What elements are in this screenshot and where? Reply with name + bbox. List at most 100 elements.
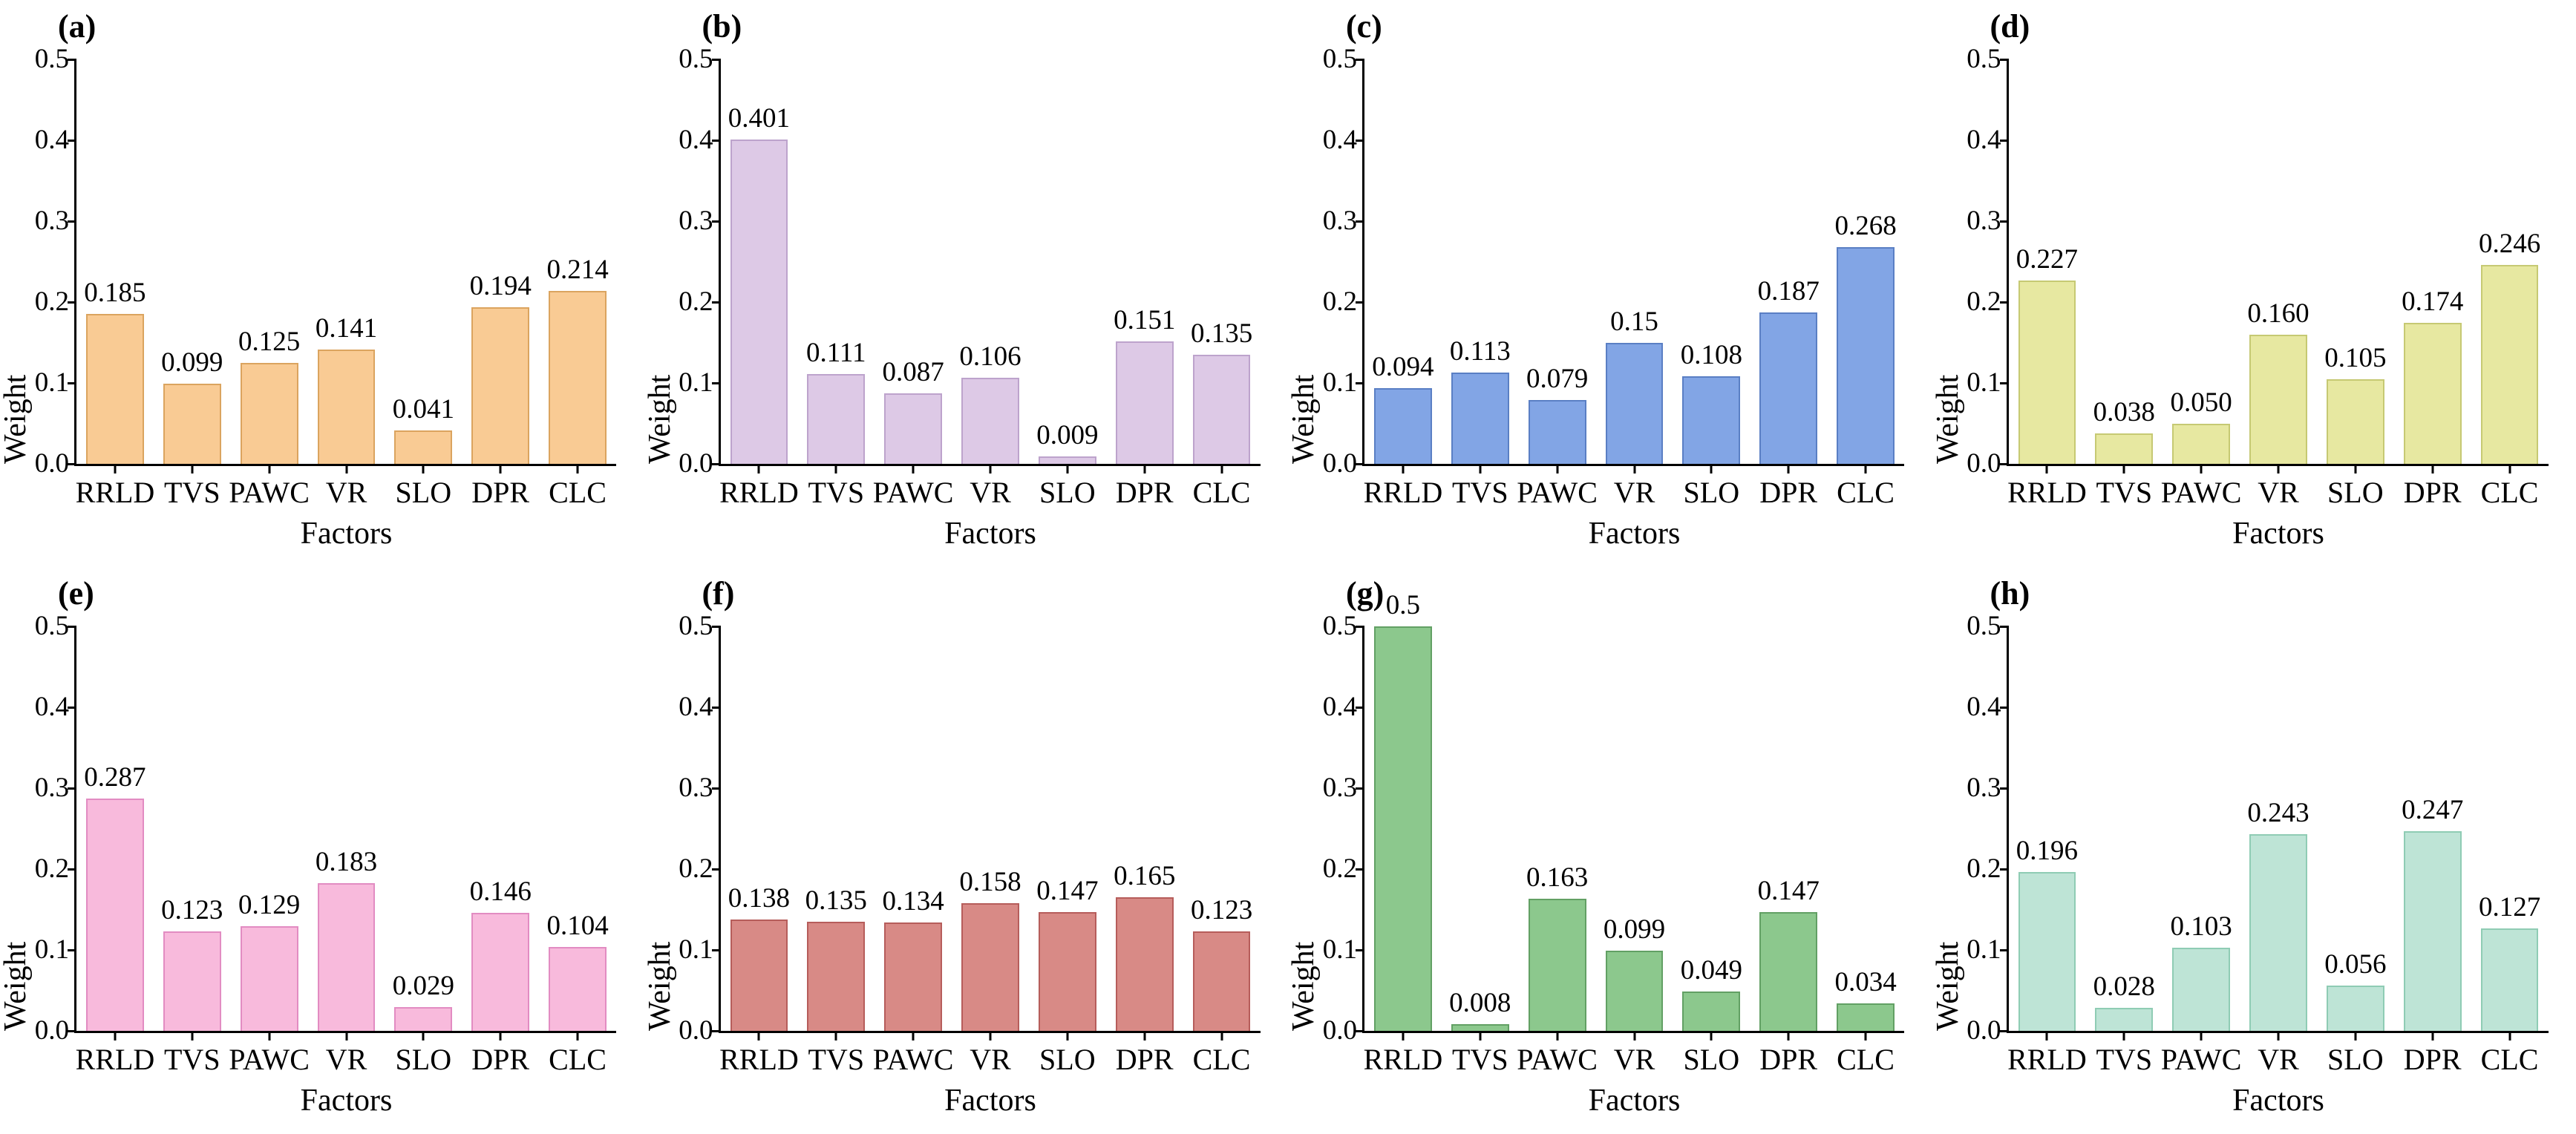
x-category-label: VR — [2258, 1043, 2299, 1076]
y-tick-mark — [1356, 220, 1364, 223]
chart-panel-h: (h) Weight 0.0 0.1 0.2 0.3 0.4 0.5 0.196 RRLD 0.02… — [1931, 567, 2576, 1134]
y-tick-mark — [68, 1029, 76, 1032]
x-tick-mark — [1143, 1031, 1146, 1040]
bar-value-label: 0.147 — [1757, 875, 1820, 906]
y-tick-mark — [711, 462, 721, 465]
bar-value-label: 0.194 — [469, 270, 532, 301]
x-tick-mark — [912, 1031, 915, 1040]
y-tick-mark — [1356, 706, 1364, 709]
x-tick-mark — [576, 1031, 579, 1040]
y-tick-label: 0.2 — [1967, 853, 2001, 884]
y-tick-label: 0.3 — [679, 206, 713, 236]
x-tick-mark — [1220, 1031, 1223, 1040]
bar-TVS — [2095, 1008, 2154, 1031]
bar-RRLD — [2018, 280, 2076, 464]
x-category-label: SLO — [1039, 1043, 1096, 1076]
y-tick-label: 0.4 — [679, 692, 713, 722]
x-category-label: PAWC — [229, 476, 310, 509]
bar-RRLD — [86, 799, 144, 1031]
bar-RRLD — [1374, 387, 1432, 464]
x-tick-mark — [1864, 1031, 1867, 1040]
y-tick-label: 0.1 — [34, 934, 69, 965]
y-tick-mark — [1999, 625, 2009, 628]
bar-value-label: 0.135 — [805, 885, 867, 916]
x-category-label: PAWC — [229, 1043, 310, 1076]
x-axis-title: Factors — [300, 1084, 393, 1118]
bar-CLC — [1837, 1003, 1895, 1031]
bar-RRLD — [1374, 626, 1432, 1031]
chart-panel-c: (c) Weight 0.0 0.1 0.2 0.3 0.4 0.5 0.094 RRLD 0.11… — [1287, 0, 1932, 567]
y-tick-label: 0.4 — [1967, 125, 2001, 155]
y-tick-mark — [711, 139, 721, 142]
x-category-label: RRLD — [1363, 1043, 1443, 1076]
x-category-label: SLO — [1683, 476, 1740, 509]
y-tick-mark — [711, 625, 721, 628]
bar-PAWC — [884, 393, 943, 464]
x-category-label: TVS — [808, 476, 865, 509]
x-category-label: VR — [325, 476, 367, 509]
x-category-label: CLC — [1192, 476, 1251, 509]
panel-label-g: (g) — [1346, 575, 1385, 612]
x-tick-mark — [1220, 464, 1223, 473]
bar-value-label: 0.008 — [1449, 988, 1511, 1019]
x-category-label: CLC — [549, 1043, 607, 1076]
y-tick-mark — [1999, 462, 2009, 465]
x-category-label: RRLD — [75, 476, 155, 509]
x-tick-mark — [2431, 1031, 2434, 1040]
y-tick-label: 0.4 — [679, 125, 713, 155]
y-tick-label: 0.3 — [1322, 773, 1357, 803]
bar-value-label: 0.099 — [161, 347, 223, 378]
y-tick-mark — [1999, 139, 2009, 142]
x-category-label: PAWC — [872, 1043, 954, 1076]
y-tick-mark — [711, 706, 721, 709]
y-tick-label: 0.2 — [1322, 853, 1357, 884]
x-tick-mark — [1787, 464, 1790, 473]
bar-value-label: 0.087 — [882, 357, 944, 388]
bar-SLO — [1682, 991, 1741, 1031]
bar-value-label: 0.079 — [1526, 363, 1589, 394]
bar-CLC — [549, 290, 607, 464]
x-category-label: DPR — [1115, 1043, 1174, 1076]
bar-VR — [2249, 834, 2307, 1031]
x-category-label: DPR — [2403, 1043, 2462, 1076]
bar-SLO — [1038, 911, 1096, 1031]
y-tick-label: 0.5 — [1967, 44, 2001, 74]
x-category-label: PAWC — [872, 476, 954, 509]
bar-PAWC — [2172, 423, 2231, 464]
x-axis-title: Factors — [2232, 517, 2324, 551]
bar-value-label: 0.183 — [315, 846, 378, 877]
x-category-label: TVS — [163, 1043, 220, 1076]
x-category-label: DPR — [1759, 476, 1818, 509]
y-tick-label: 0.0 — [1322, 448, 1357, 479]
y-tick-label: 0.5 — [1322, 611, 1357, 641]
bar-RRLD — [2018, 872, 2076, 1031]
y-tick-mark — [68, 301, 76, 304]
bar-value-label: 0.138 — [728, 882, 791, 914]
x-category-label: SLO — [1039, 476, 1096, 509]
y-tick-label: 0.1 — [34, 367, 69, 398]
y-tick-mark — [68, 381, 76, 384]
bar-value-label: 0.151 — [1114, 305, 1176, 336]
x-category-label: VR — [1613, 1043, 1655, 1076]
bar-VR — [317, 882, 376, 1031]
bar-value-label: 0.123 — [161, 894, 223, 925]
x-tick-mark — [912, 464, 915, 473]
x-tick-mark — [114, 464, 117, 473]
x-category-label: TVS — [2096, 476, 2153, 509]
x-tick-mark — [345, 1031, 347, 1040]
x-tick-mark — [834, 1031, 837, 1040]
x-category-label: RRLD — [719, 1043, 799, 1076]
x-category-label: CLC — [1837, 1043, 1895, 1076]
bar-VR — [1605, 342, 1664, 464]
y-axis-title: Weight — [642, 374, 677, 464]
bar-VR — [961, 378, 1019, 464]
bar-value-label: 0.15 — [1610, 306, 1658, 337]
bar-value-label: 0.147 — [1036, 875, 1099, 906]
bar-RRLD — [730, 919, 788, 1031]
x-axis-title: Factors — [944, 1084, 1036, 1118]
y-tick-label: 0.1 — [1967, 367, 2001, 398]
bar-SLO — [1038, 456, 1096, 464]
y-tick-mark — [1999, 868, 2009, 871]
y-tick-label: 0.5 — [34, 611, 69, 641]
bar-DPR — [2403, 323, 2462, 464]
